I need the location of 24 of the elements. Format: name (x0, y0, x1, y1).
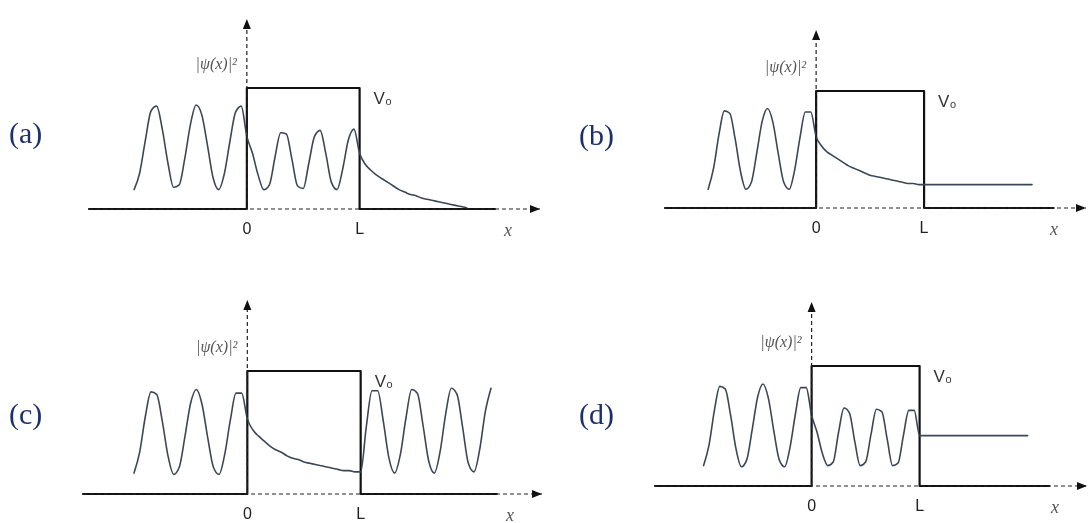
x-axis-title: x (503, 220, 512, 240)
series-label: V₀ (374, 371, 394, 391)
x-axis-title: x (1049, 219, 1058, 239)
text: (c) (9, 397, 43, 430)
x-tick-label: 0 (242, 505, 252, 523)
x-tick-label: 0 (807, 497, 817, 515)
text: (d) (579, 397, 614, 430)
text: (a) (9, 116, 43, 149)
x-tick-label: 0 (811, 219, 821, 237)
series-label: V₀ (373, 88, 393, 108)
y-axis-title: |ψ(x)|² (760, 332, 803, 351)
x-tick-label: L (919, 219, 929, 237)
text: (b) (579, 118, 614, 151)
x-tick-label: L (355, 220, 365, 238)
x-axis-title: x (1050, 497, 1059, 517)
x-axis-title: x (505, 505, 514, 523)
y-axis-title: |ψ(x)|² (196, 337, 239, 356)
x-tick-label: 0 (242, 220, 252, 238)
y-axis-title: |ψ(x)|² (195, 54, 239, 73)
y-axis-title: |ψ(x)|² (764, 57, 808, 76)
series-label: V₀ (933, 366, 953, 386)
x-tick-label: L (915, 497, 925, 515)
x-tick-label: L (356, 505, 366, 523)
series-label: V₀ (938, 91, 957, 111)
